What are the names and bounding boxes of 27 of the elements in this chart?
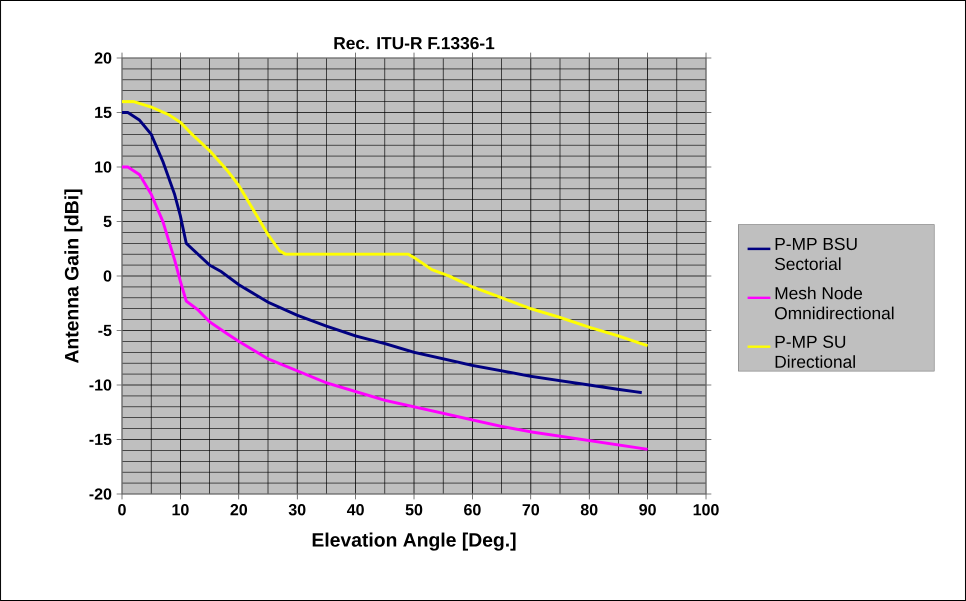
x-tick-label: 40 [346, 504, 364, 516]
y-tick-label: 5 [104, 216, 112, 228]
y-tick-label: 0 [104, 270, 112, 282]
x-tick-label: 60 [464, 504, 481, 516]
y-tick-label: 15 [95, 106, 112, 118]
line-series [122, 166, 650, 451]
y-tick-label: 10 [95, 161, 112, 173]
x-tick-label: 50 [406, 504, 422, 516]
x-tick-label: 70 [522, 504, 540, 516]
y-tick-label: -5 [98, 324, 112, 336]
y-tick-label: 20 [94, 52, 112, 64]
x-tick-label: 20 [230, 504, 248, 516]
legend-label: P-MP BSU Sectorial [775, 238, 857, 270]
y-axis-title: Antenna Gain [dBi] [64, 190, 82, 364]
y-tick-label: -10 [89, 379, 112, 391]
x-tick-label: 0 [118, 504, 126, 516]
legend-label: Mesh Node Omnidirectional [775, 286, 894, 320]
x-tick-label: 80 [580, 504, 598, 516]
legend-label: P-MP SU Directional [776, 336, 855, 368]
y-tick-label: -15 [89, 434, 112, 446]
x-tick-label: 30 [288, 504, 306, 516]
chart-title: Rec. ITU-R F.1336-1 [334, 36, 494, 50]
x-tick-label: 100 [694, 504, 719, 516]
x-tick-label: 90 [639, 504, 656, 516]
x-tick-label: 10 [172, 504, 189, 516]
x-axis-title: Elevation Angle [Deg.] [312, 532, 516, 551]
y-tick-label: -20 [89, 488, 112, 500]
